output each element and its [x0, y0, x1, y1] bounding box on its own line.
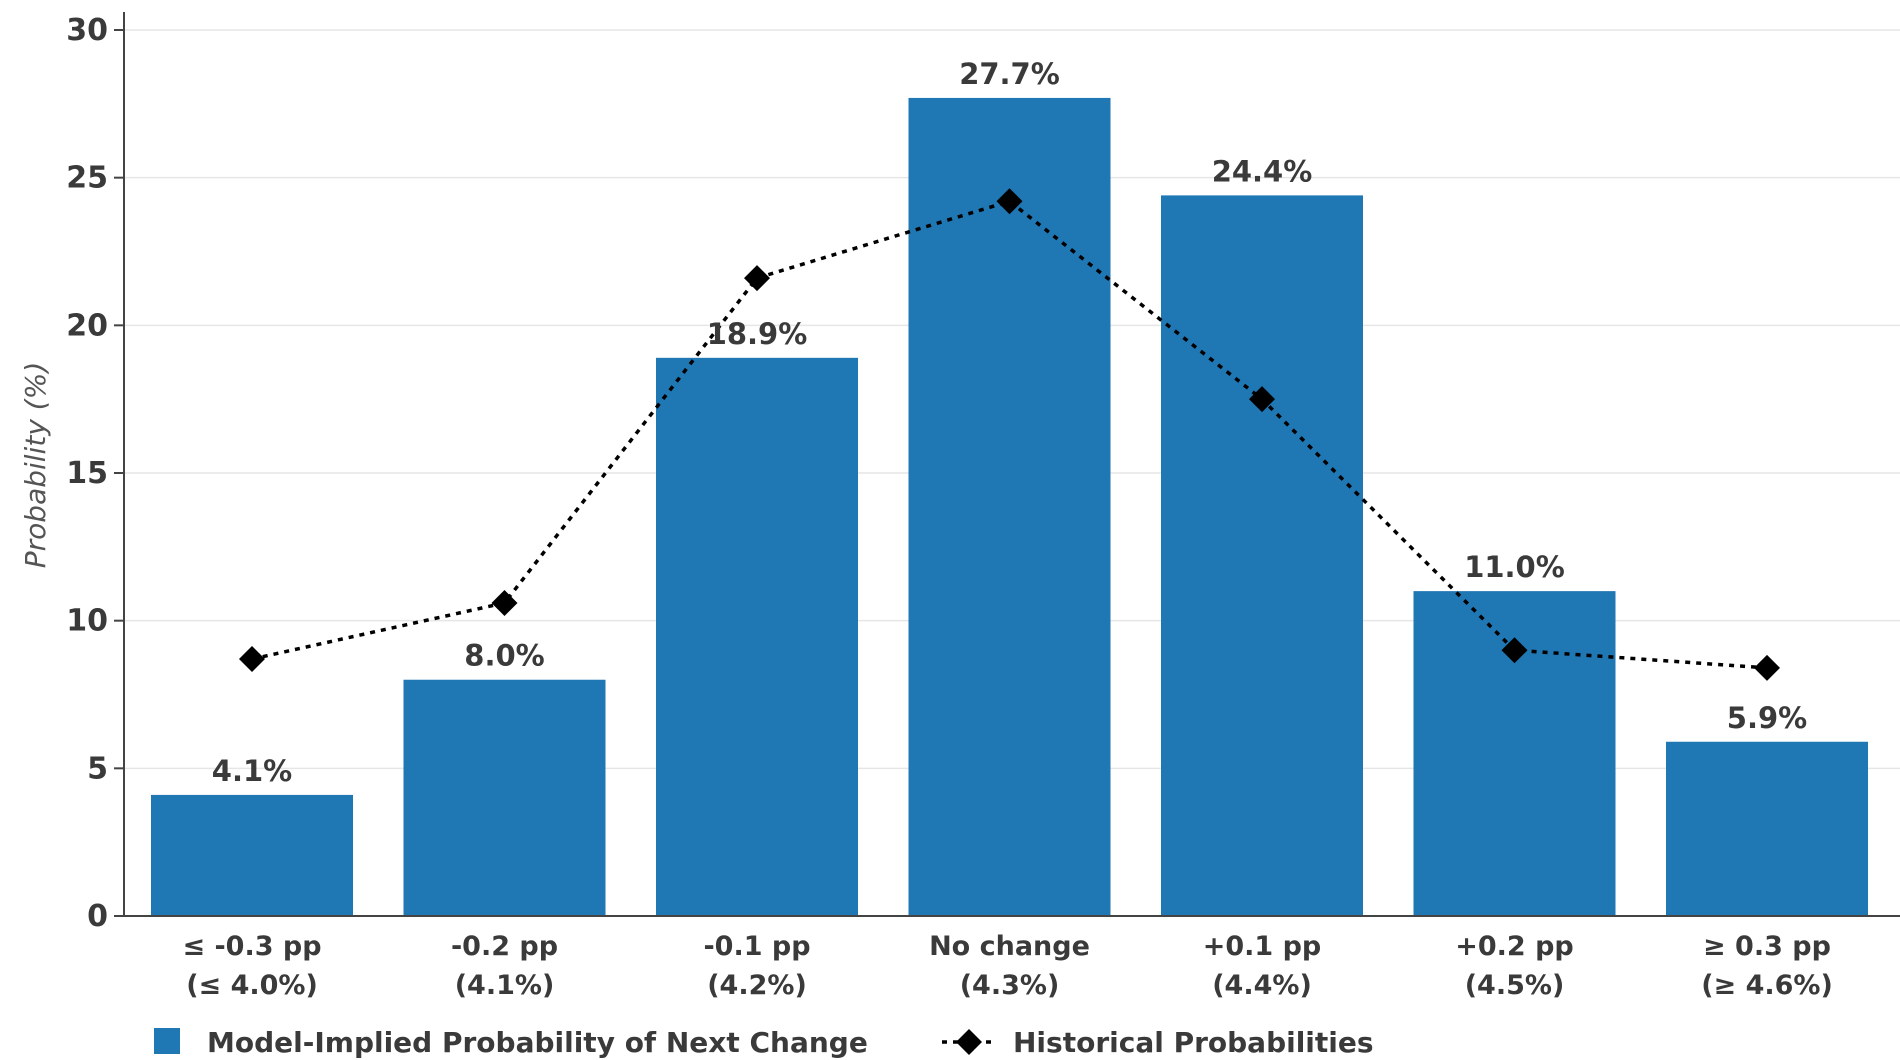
- y-tick-label: 20: [66, 308, 108, 343]
- x-tick-label: No change: [929, 931, 1090, 962]
- bar-data-label: 24.4%: [1212, 154, 1313, 188]
- bar-data-label: 8.0%: [464, 639, 544, 673]
- x-tick-label: ≥ 0.3 pp: [1703, 931, 1831, 962]
- historical-line-series: [239, 188, 1780, 681]
- historical-point-marker: [491, 589, 518, 616]
- historical-point-marker: [744, 265, 770, 292]
- y-tick-label: 15: [66, 456, 108, 491]
- x-tick-label: (4.5%): [1465, 970, 1565, 1001]
- bar: [1666, 741, 1868, 916]
- bar-data-label: 18.9%: [707, 317, 808, 351]
- x-tick-label: (≤ 4.0%): [186, 970, 318, 1001]
- legend-label: Model-Implied Probability of Next Change: [207, 1026, 868, 1059]
- historical-point-marker: [1501, 637, 1528, 664]
- y-tick-labels: 0 5 10 15 20 25 30: [66, 13, 108, 934]
- legend-label: Historical Probabilities: [1013, 1026, 1374, 1059]
- bar-data-label: 27.7%: [959, 57, 1060, 91]
- x-tick-label: (4.1%): [455, 970, 555, 1001]
- legend-swatch-diamond: [956, 1029, 982, 1055]
- bar-data-label: 11.0%: [1464, 550, 1565, 584]
- x-tick-label: -0.1 pp: [703, 931, 810, 962]
- x-tick-label: (≥ 4.6%): [1701, 970, 1833, 1001]
- historical-point-marker: [1249, 386, 1275, 413]
- bar-series: [151, 97, 1868, 917]
- y-axis-title: Probability (%): [19, 362, 52, 568]
- bar: [151, 794, 353, 916]
- x-tick-label: (4.2%): [707, 970, 807, 1001]
- axes: [114, 12, 1900, 917]
- legend: Model-Implied Probability of Next Change…: [154, 1026, 1374, 1059]
- y-tick-label: 30: [66, 13, 108, 48]
- y-tick-label: 10: [66, 604, 108, 639]
- historical-point-marker: [996, 188, 1023, 215]
- x-tick-label: (4.3%): [960, 970, 1060, 1001]
- historical-point-marker: [239, 646, 265, 673]
- x-tick-label: (4.4%): [1212, 970, 1312, 1001]
- historical-point-marker: [1754, 654, 1780, 681]
- bar-data-label: 4.1%: [212, 754, 292, 788]
- bar: [403, 679, 606, 916]
- legend-swatch-bar: [154, 1028, 180, 1054]
- data-labels: 4.1% 8.0% 18.9% 27.7% 24.4% 11.0% 5.9%: [212, 57, 1807, 788]
- x-tick-label: +0.1 pp: [1203, 931, 1322, 962]
- bar-data-label: 5.9%: [1727, 701, 1807, 735]
- y-tick-label: 0: [87, 899, 108, 934]
- bar: [1161, 195, 1363, 917]
- y-tick-label: 25: [66, 161, 108, 196]
- bar: [656, 357, 858, 916]
- x-tick-label: -0.2 pp: [451, 931, 558, 962]
- x-tick-label: ≤ -0.3 pp: [182, 931, 321, 962]
- bar: [908, 97, 1111, 917]
- x-tick-label: +0.2 pp: [1455, 931, 1574, 962]
- x-tick-labels: ≤ -0.3 pp (≤ 4.0%) -0.2 pp (4.1%) -0.1 pp (4.…: [182, 931, 1832, 1001]
- y-tick-label: 5: [87, 751, 108, 786]
